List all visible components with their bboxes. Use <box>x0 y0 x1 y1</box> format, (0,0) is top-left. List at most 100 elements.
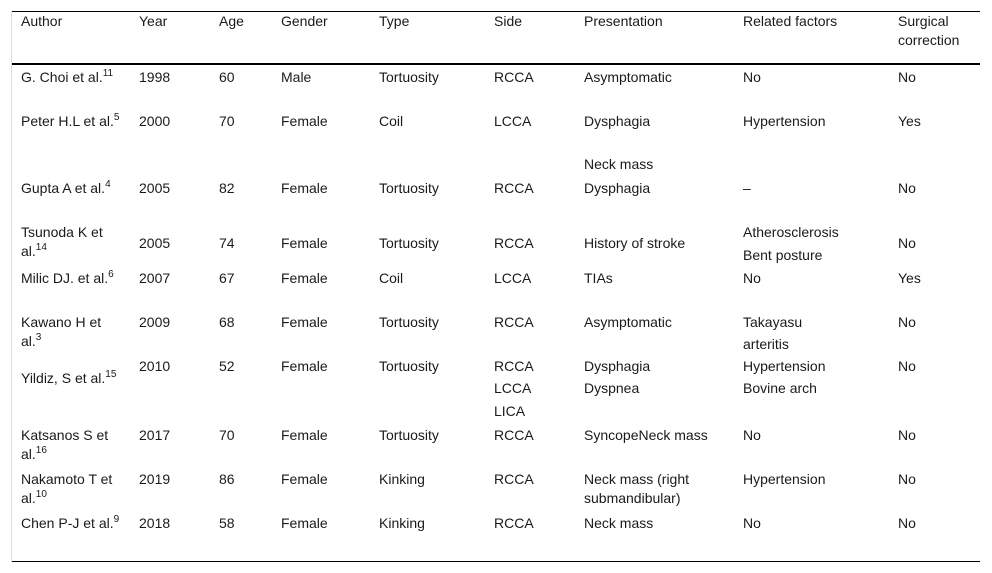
age-cell: 82 <box>219 180 235 196</box>
author-name: Nakamoto T et al. <box>21 471 113 506</box>
author-cell: Milic DJ. et al.6 <box>21 269 121 288</box>
side-cell: LCCA <box>494 270 532 286</box>
type-cell: Kinking <box>379 515 425 531</box>
side-cell: RCCA <box>494 515 534 531</box>
year-cell: 1998 <box>139 69 171 85</box>
column-header-type: Type <box>379 13 410 29</box>
author-cell: G. Choi et al.11 <box>21 68 121 87</box>
presentation-cell: Neck mass (right submandibular) <box>584 471 690 506</box>
side-cell: RCCA <box>494 180 534 196</box>
gender-cell: Female <box>281 113 328 129</box>
reference-number: 15 <box>105 369 117 380</box>
author-name: Peter H.L et al. <box>21 113 114 129</box>
gender-cell: Female <box>281 314 328 330</box>
related-cell: – <box>743 180 751 196</box>
author-cell: Gupta A et al.4 <box>21 179 121 198</box>
column-header-author: Author <box>21 13 63 29</box>
author-name: Chen P-J et al. <box>21 515 114 531</box>
author-name: Tsunoda K et al. <box>21 224 103 259</box>
side-cell: LICA <box>494 403 526 419</box>
side-cell: RCCA <box>494 314 534 330</box>
gender-cell: Female <box>281 235 328 251</box>
surgical-cell: No <box>898 358 916 374</box>
side-cell: LCCA <box>494 113 532 129</box>
author-cell: Kawano H et al.3 <box>21 313 121 351</box>
surgical-cell: Yes <box>898 270 921 286</box>
side-cell: RCCA <box>494 471 534 487</box>
presentation-cell: History of stroke <box>584 235 686 251</box>
table-bottom-border <box>11 561 980 562</box>
presentation-cell: Dysphagia <box>584 358 651 374</box>
related-cell: No <box>743 69 761 85</box>
age-cell: 74 <box>219 235 235 251</box>
year-cell: 2009 <box>139 314 171 330</box>
header-bottom-border <box>11 63 980 65</box>
reference-number: 16 <box>35 445 47 456</box>
column-header-age: Age <box>219 13 244 29</box>
related-cell: Bovine arch <box>743 380 817 396</box>
reference-number: 14 <box>35 242 47 253</box>
age-cell: 86 <box>219 471 235 487</box>
year-cell: 2007 <box>139 270 171 286</box>
related-cell: No <box>743 427 761 443</box>
surgical-cell: No <box>898 427 916 443</box>
age-cell: 52 <box>219 358 235 374</box>
presentation-cell: Dyspnea <box>584 380 640 396</box>
year-cell: 2019 <box>139 471 171 487</box>
type-cell: Tortuosity <box>379 427 439 443</box>
presentation-cell: Asymptomatic <box>584 314 672 330</box>
type-cell: Coil <box>379 270 404 286</box>
reference-number: 4 <box>105 179 111 190</box>
age-cell: 70 <box>219 113 235 129</box>
surgical-cell: No <box>898 471 916 487</box>
author-cell: Yildiz, S et al.15 <box>21 369 121 388</box>
author-name: Kawano H et al. <box>21 314 102 349</box>
year-cell: 2000 <box>139 113 171 129</box>
author-name: Gupta A et al. <box>21 180 106 196</box>
column-header-gender: Gender <box>281 13 328 29</box>
type-cell: Tortuosity <box>379 69 439 85</box>
related-cell: Hypertension <box>743 358 826 374</box>
year-cell: 2005 <box>139 235 171 251</box>
presentation-cell: TIAs <box>584 270 613 286</box>
gender-cell: Female <box>281 358 328 374</box>
related-cell: arteritis <box>743 336 789 352</box>
presentation-cell: SyncopeNeck mass <box>584 427 708 443</box>
surgical-cell: Yes <box>898 113 921 129</box>
reference-number: 3 <box>35 332 42 343</box>
reference-number: 6 <box>108 269 114 280</box>
gender-cell: Female <box>281 515 328 531</box>
reference-number: 10 <box>35 489 47 500</box>
related-cell: Hypertension <box>743 471 826 487</box>
presentation-cell: Dysphagia <box>584 180 651 196</box>
presentation-cell: Neck mass <box>584 156 654 172</box>
gender-cell: Female <box>281 427 328 443</box>
reference-number: 11 <box>102 68 114 79</box>
age-cell: 60 <box>219 69 235 85</box>
presentation-cell: Asymptomatic <box>584 69 672 85</box>
gender-cell: Male <box>281 69 312 85</box>
year-cell: 2018 <box>139 515 171 531</box>
surgical-cell: No <box>898 314 916 330</box>
related-cell: Bent posture <box>743 247 823 263</box>
presentation-cell: Neck mass <box>584 515 654 531</box>
type-cell: Tortuosity <box>379 235 439 251</box>
side-cell: RCCA <box>494 235 534 251</box>
related-cell: No <box>743 270 761 286</box>
age-cell: 70 <box>219 427 235 443</box>
author-cell: Chen P-J et al.9 <box>21 514 121 533</box>
year-cell: 2017 <box>139 427 171 443</box>
author-cell: Katsanos S et al.16 <box>21 426 121 464</box>
author-name: Katsanos S et al. <box>21 427 109 462</box>
reference-number: 9 <box>113 514 120 525</box>
related-cell: Atherosclerosis <box>743 224 839 240</box>
author-cell: Peter H.L et al.5 <box>21 112 121 131</box>
related-cell: Hypertension <box>743 113 826 129</box>
author-cell: Nakamoto T et al.10 <box>21 470 121 508</box>
column-header-surgical: Surgical correction <box>898 13 960 48</box>
surgical-cell: No <box>898 180 916 196</box>
side-cell: RCCA <box>494 358 534 374</box>
author-cell: Tsunoda K et al.14 <box>21 223 121 261</box>
type-cell: Tortuosity <box>379 180 439 196</box>
age-cell: 58 <box>219 515 235 531</box>
